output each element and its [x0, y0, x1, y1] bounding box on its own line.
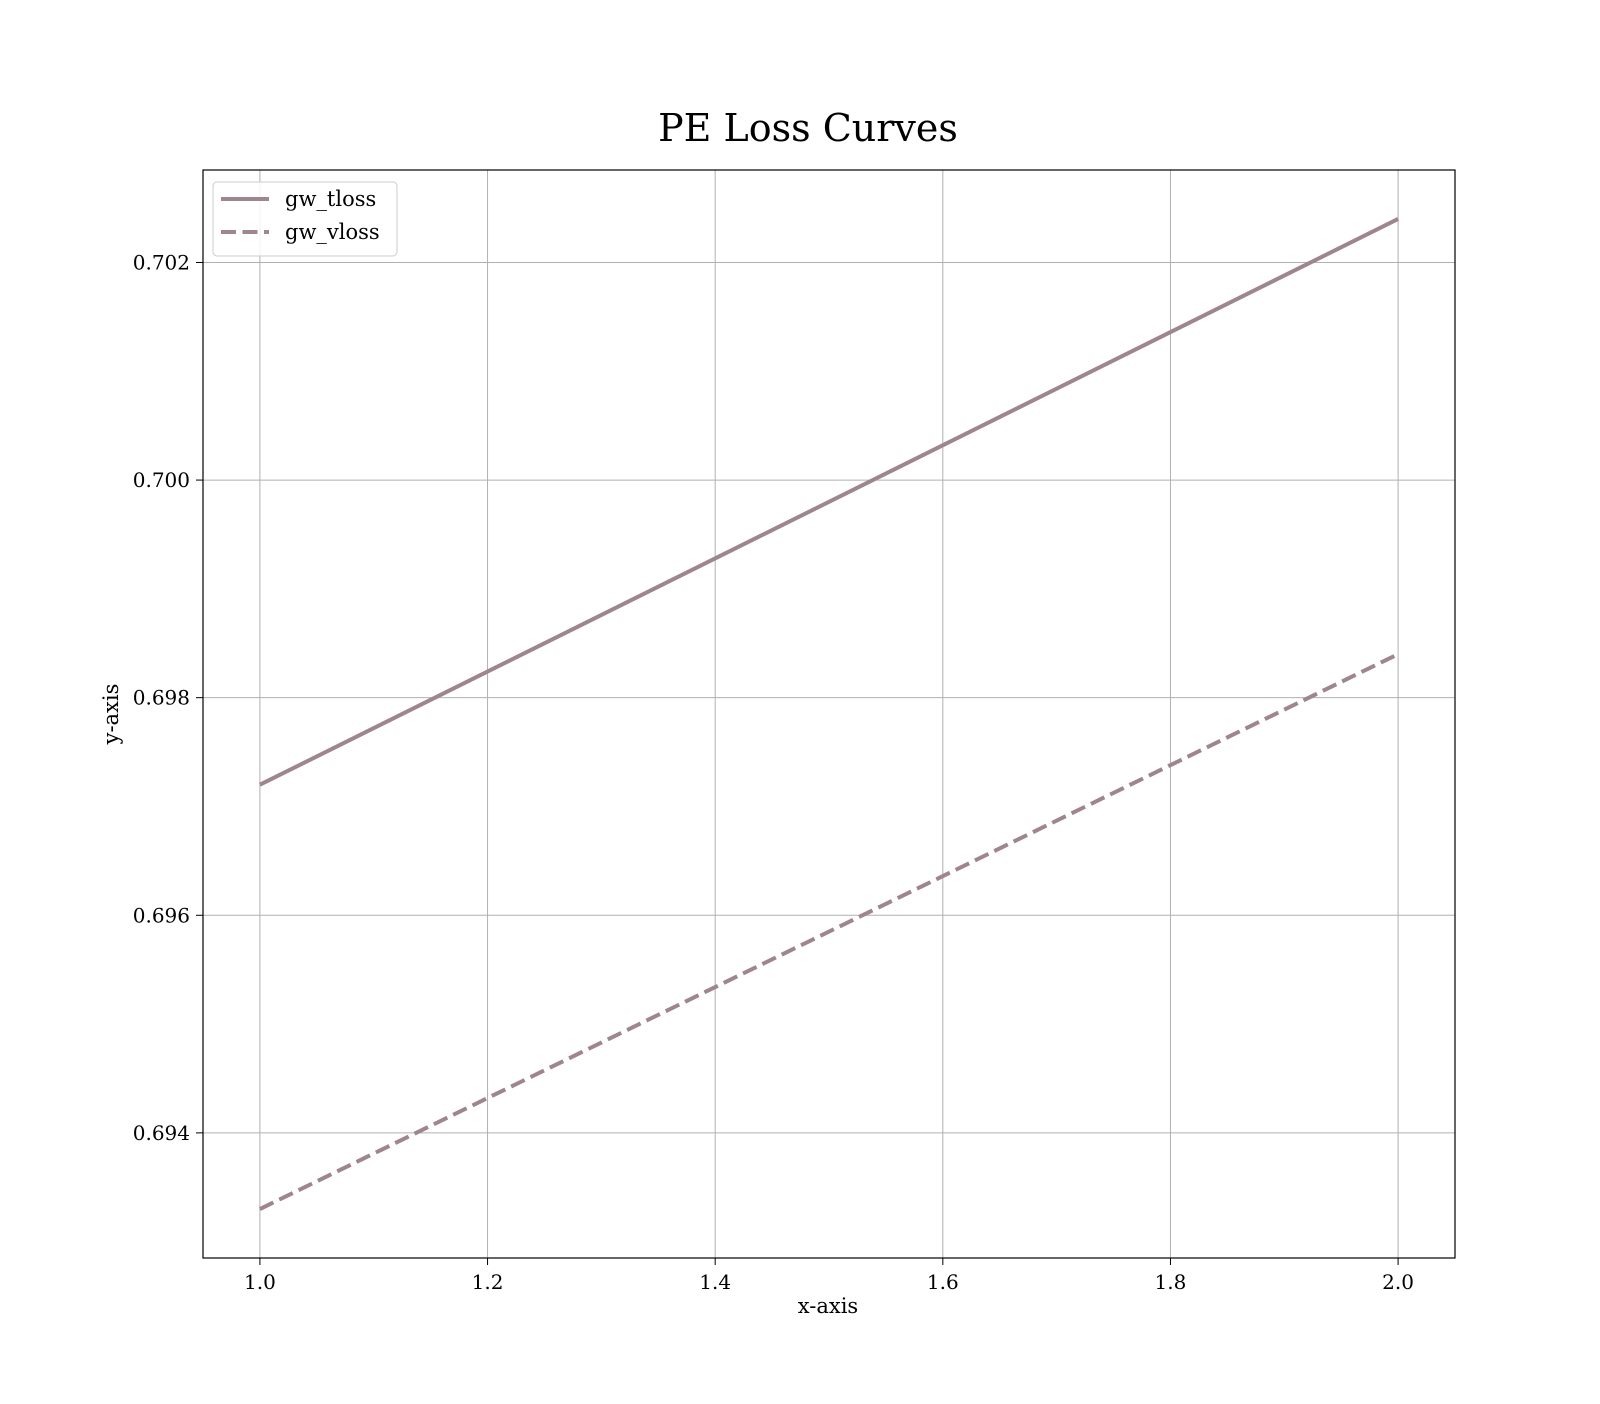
y-tick-label: 0.694	[133, 1121, 190, 1145]
x-tick-label: 1.8	[1155, 1270, 1187, 1294]
y-tick-label: 0.696	[133, 903, 190, 927]
axis-ticks: 1.0 1.2 1.4 1.6 1.8 2.0 0.694 0.696 0.698 0.700 0.…	[133, 250, 1414, 1294]
y-tick-label: 0.700	[133, 468, 190, 492]
x-tick-label: 2.0	[1382, 1270, 1414, 1294]
grid	[203, 170, 1455, 1258]
series-group	[259, 217, 1399, 1211]
chart-title: PE Loss Curves	[658, 106, 958, 150]
y-tick-label: 0.702	[133, 250, 190, 274]
legend-label: gw_tloss	[285, 187, 376, 211]
x-tick-label: 1.0	[244, 1270, 276, 1294]
series-line-gw_vloss	[259, 652, 1399, 1211]
x-tick-label: 1.6	[927, 1270, 959, 1294]
legend: gw_tloss gw_vloss	[212, 181, 398, 257]
x-tick-label: 1.4	[699, 1270, 731, 1294]
series-line-gw_tloss	[259, 217, 1399, 787]
x-tick-label: 1.2	[472, 1270, 504, 1294]
plot-frame	[202, 169, 1456, 1259]
y-axis-label: y-axis	[99, 684, 123, 746]
y-tick-label: 0.698	[133, 686, 190, 710]
x-axis-label: x-axis	[798, 1294, 858, 1318]
legend-label: gw_vloss	[285, 220, 380, 244]
